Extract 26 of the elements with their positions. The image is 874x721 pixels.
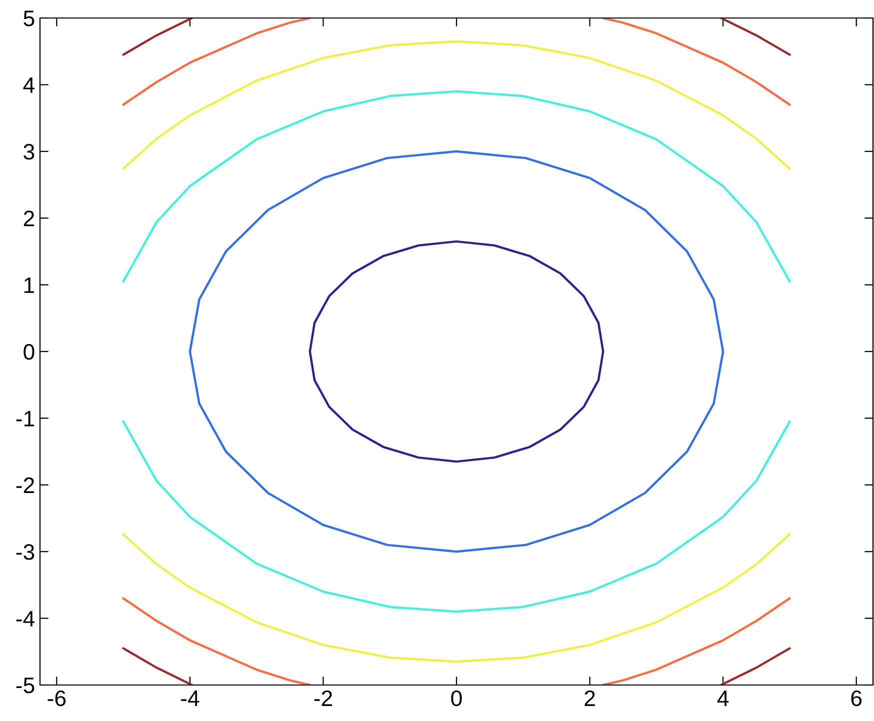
line-series: [122, 18, 311, 106]
x-tick-label: 2: [584, 690, 595, 706]
y-tick-label: 3: [24, 144, 34, 160]
y-tick-label: -4: [16, 611, 34, 626]
line-series: [602, 18, 791, 106]
line-series: [602, 597, 791, 685]
line-series: [122, 420, 791, 613]
x-tick-label: 4: [717, 690, 729, 706]
y-tick-label: -3: [16, 544, 34, 560]
x-tick-label: -4: [181, 690, 200, 706]
line-series: [122, 90, 791, 283]
y-tick-label: 4: [23, 77, 34, 93]
line-series: [122, 533, 791, 663]
y-tick-label: -1: [16, 410, 34, 426]
y-tick-label: 2: [24, 210, 34, 226]
line-series: [122, 597, 311, 685]
x-tick-label: 6: [851, 690, 862, 706]
y-tick-label: 0: [24, 344, 34, 360]
x-tick-label: -2: [314, 690, 332, 706]
y-tick-label: 1: [24, 278, 34, 293]
x-tick-label: -6: [48, 690, 66, 706]
y-tick-label: -2: [16, 477, 34, 493]
y-tick-label: 5: [24, 10, 34, 26]
line-series: [122, 40, 791, 170]
y-tick-label: -5: [16, 678, 34, 694]
x-tick-label: 0: [451, 690, 462, 706]
